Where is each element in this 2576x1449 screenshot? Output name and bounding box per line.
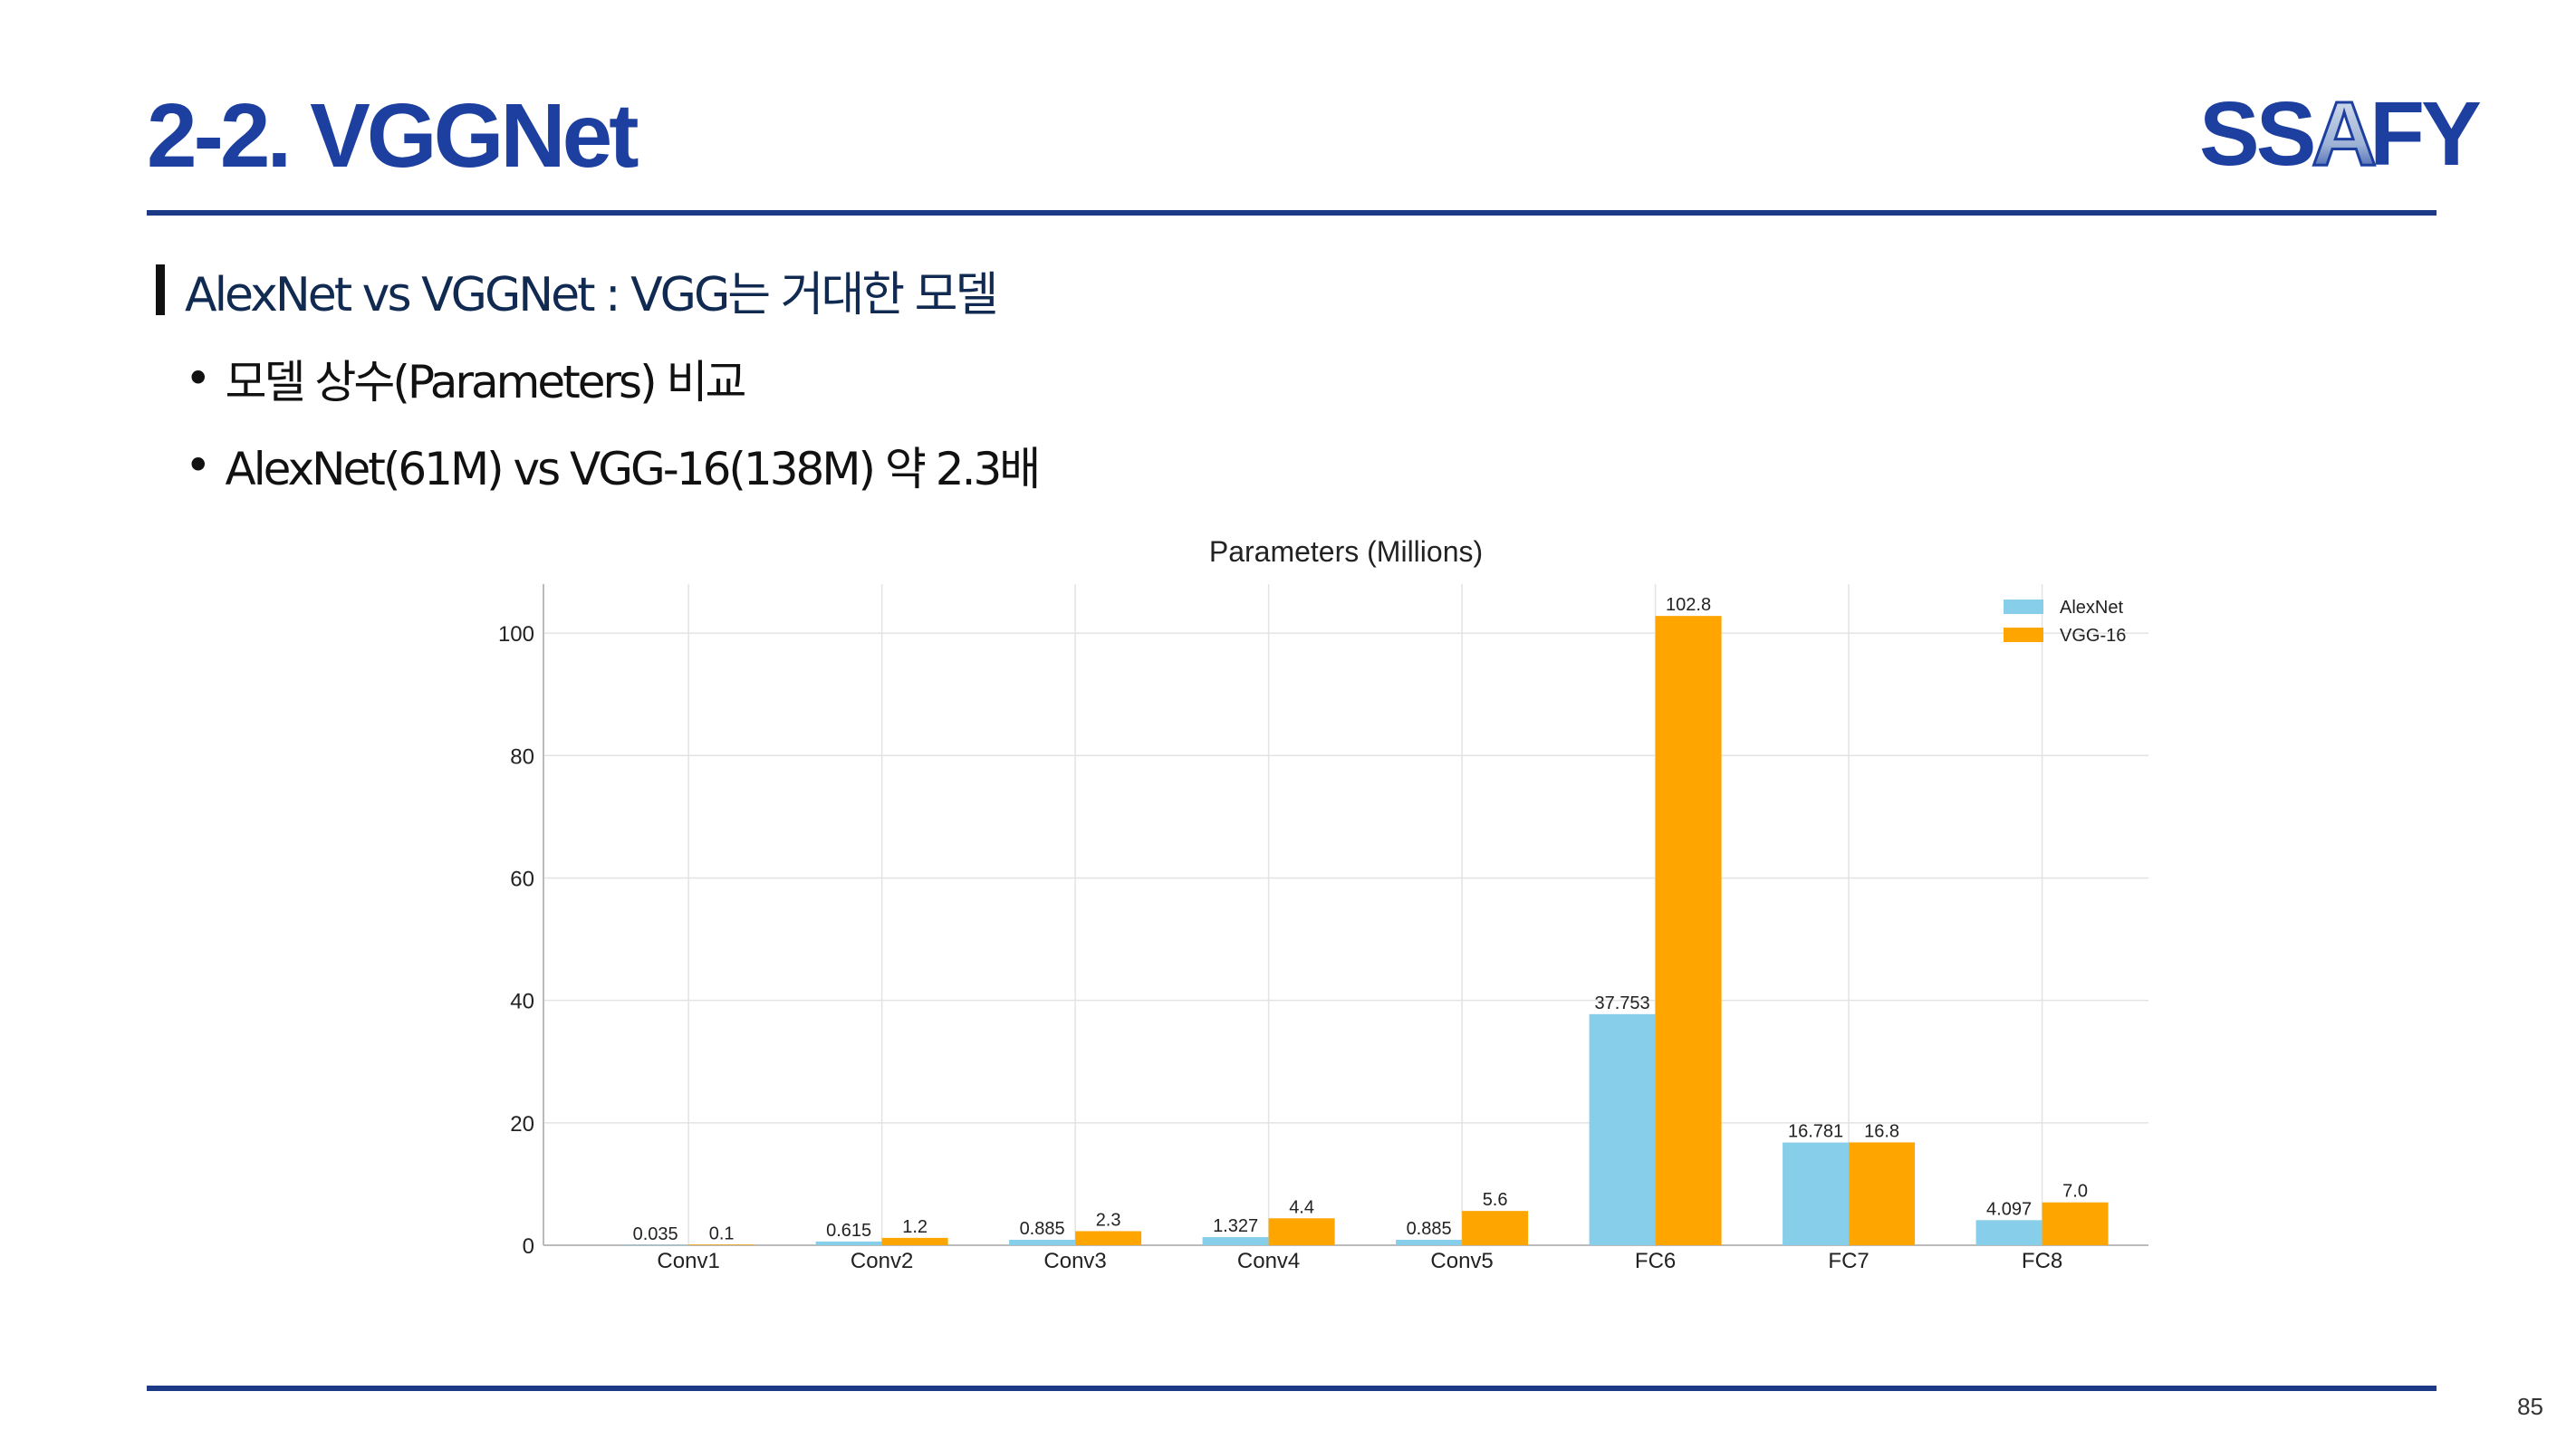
section-heading-text: AlexNet vs VGGNet : VGG는 거대한 모델 — [185, 256, 995, 324]
data-label: 5.6 — [1483, 1190, 1508, 1210]
x-tick-label: FC7 — [1828, 1249, 1869, 1273]
y-tick-label: 60 — [510, 867, 534, 891]
svg-text:A: A — [2312, 85, 2375, 176]
bar-alexnet — [1590, 1014, 1656, 1245]
bar-vgg-16 — [882, 1238, 948, 1245]
data-label: 1.327 — [1213, 1216, 1258, 1236]
data-label: 16.8 — [1864, 1121, 1899, 1141]
y-tick-label: 20 — [510, 1112, 534, 1137]
bar-alexnet — [622, 1245, 688, 1246]
y-tick-label: 100 — [498, 622, 534, 647]
y-tick-label: 0 — [523, 1234, 534, 1259]
legend-label: AlexNet — [2060, 598, 2123, 618]
header-divider — [147, 210, 2437, 216]
bullet-item: • 모델 상수(Parameters) 비교 — [185, 350, 744, 408]
data-label: 1.2 — [902, 1217, 928, 1237]
bar-alexnet — [1783, 1143, 1849, 1245]
data-label: 102.8 — [1666, 595, 1711, 615]
section-marker — [156, 264, 165, 315]
legend-swatch — [2004, 600, 2043, 614]
x-tick-label: Conv2 — [851, 1249, 913, 1273]
bar-alexnet — [816, 1242, 882, 1245]
legend-swatch — [2004, 628, 2043, 642]
data-label: 0.615 — [826, 1221, 871, 1241]
x-tick-label: FC6 — [1635, 1249, 1676, 1273]
bullet-text: 모델 상수(Parameters) 비교 — [226, 346, 745, 411]
bar-vgg-16 — [1849, 1142, 1915, 1245]
data-label: 2.3 — [1096, 1210, 1121, 1230]
page-number: 85 — [2517, 1393, 2543, 1421]
footer-divider — [147, 1386, 2437, 1391]
bar-vgg-16 — [1656, 616, 1722, 1245]
x-tick-label: Conv1 — [657, 1249, 719, 1273]
data-label: 0.1 — [709, 1223, 735, 1243]
bar-vgg-16 — [1075, 1231, 1141, 1245]
data-label: 7.0 — [2062, 1182, 2088, 1202]
data-label: 4.4 — [1289, 1197, 1314, 1217]
slide-title: 2-2. VGGNet — [147, 91, 636, 181]
svg-text:SS: SS — [2199, 85, 2313, 176]
data-label: 0.885 — [1020, 1219, 1065, 1239]
parameters-bar-chart: Parameters (Millions) 0 20 40 60 80 100 0.035 0.… — [471, 534, 2192, 1286]
data-label: 16.781 — [1788, 1122, 1843, 1142]
chart-title: Parameters (Millions) — [1209, 535, 1483, 568]
data-label: 0.035 — [633, 1224, 678, 1244]
bar-vgg-16 — [1462, 1211, 1528, 1245]
bar-alexnet — [1396, 1240, 1462, 1245]
section-heading: AlexNet vs VGGNet : VGG는 거대한 모델 — [156, 263, 995, 317]
data-label: 0.885 — [1407, 1219, 1452, 1239]
bar-alexnet — [1009, 1240, 1075, 1245]
x-tick-label: Conv5 — [1430, 1249, 1493, 1273]
bullet-item: • AlexNet(61M) vs VGG-16(138M) 약 2.3배 — [185, 437, 1038, 494]
bar-vgg-16 — [1269, 1218, 1335, 1245]
x-tick-label: Conv3 — [1043, 1249, 1106, 1273]
ssafy-logo: SS A FY — [2199, 85, 2489, 176]
bar-alexnet — [1203, 1237, 1269, 1245]
x-tick-label: FC8 — [2022, 1249, 2062, 1273]
bullet-dot-icon: • — [185, 352, 209, 405]
bullet-text: AlexNet(61M) vs VGG-16(138M) 약 2.3배 — [226, 433, 1039, 498]
data-label: 4.097 — [1986, 1199, 2032, 1219]
bar-alexnet — [1976, 1220, 2043, 1245]
y-tick-label: 80 — [510, 744, 534, 769]
y-tick-label: 40 — [510, 990, 534, 1014]
data-label: 37.753 — [1595, 993, 1650, 1013]
bullet-dot-icon: • — [185, 439, 209, 492]
legend-label: VGG-16 — [2060, 626, 2126, 646]
bar-vgg-16 — [688, 1244, 755, 1245]
svg-text:FY: FY — [2369, 85, 2481, 176]
bar-vgg-16 — [2043, 1203, 2109, 1245]
x-tick-label: Conv4 — [1237, 1249, 1300, 1273]
